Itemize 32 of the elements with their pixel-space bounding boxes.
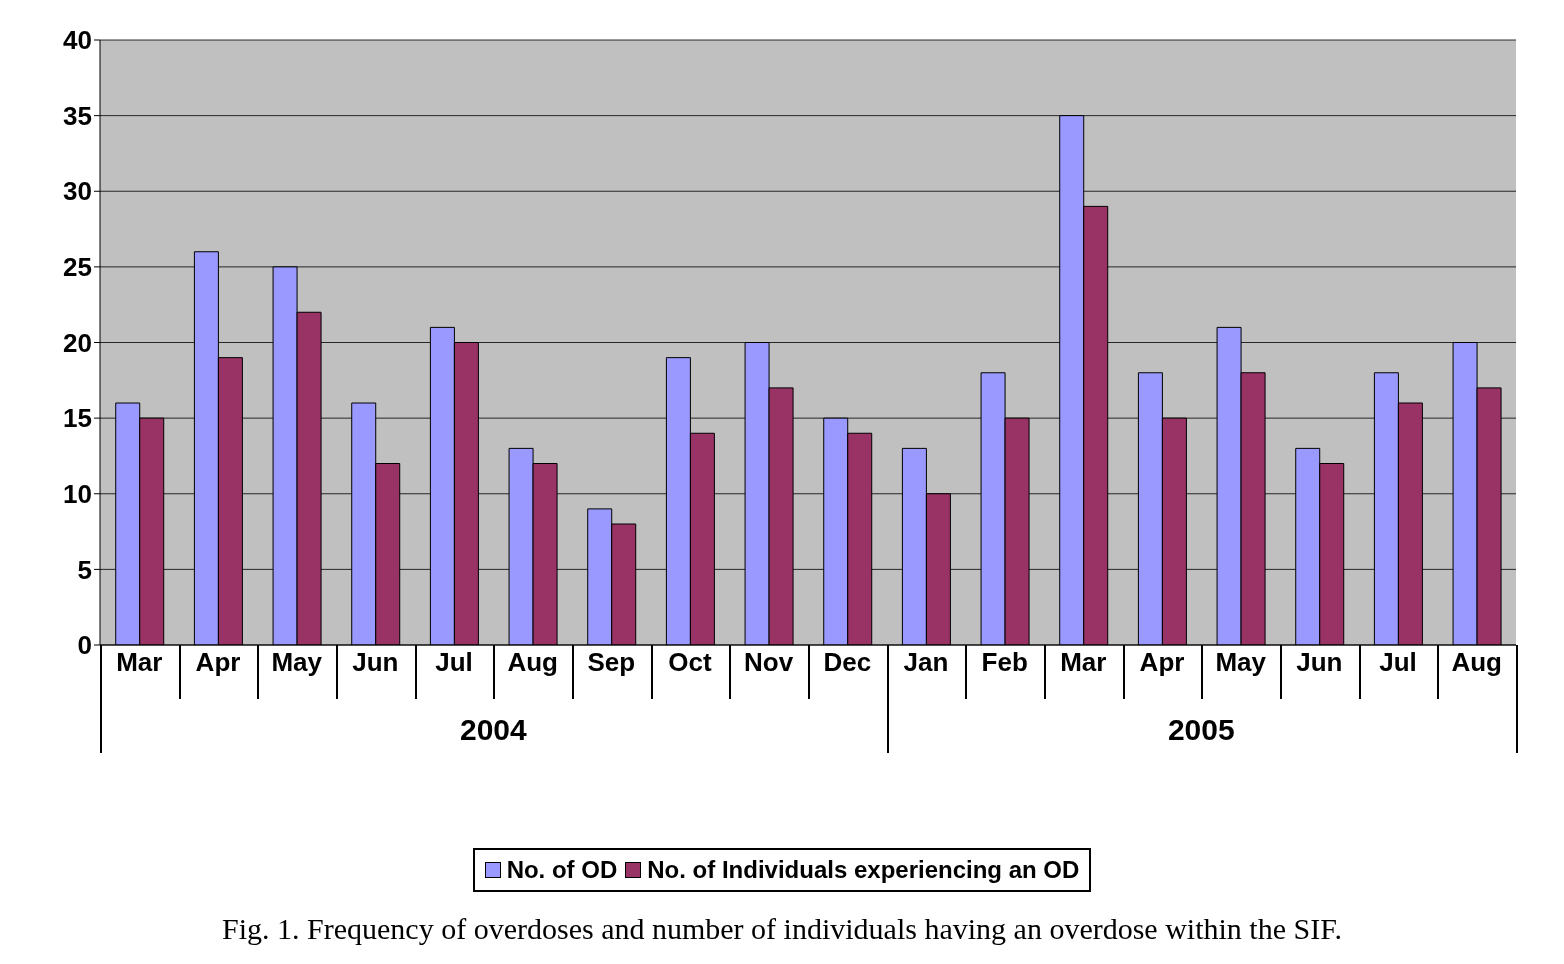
y-tick-label: 15 [63, 403, 92, 434]
text: 2004 [458, 713, 528, 747]
caption: Fig. 1. Frequency of overdoses and number of individuals having an overdose within the SIF. [221, 911, 1343, 947]
y-tick-label: 20 [63, 327, 92, 358]
y-tick-label: 25 [63, 252, 92, 283]
legend-label: No. of OD [505, 856, 618, 884]
y-tick-label: 40 [63, 25, 92, 56]
x-tick-label: Apr [1139, 647, 1185, 678]
y-tick-label: 35 [63, 100, 92, 131]
x-tick-label: May [271, 647, 323, 678]
x-tick-label: Aug [1451, 647, 1502, 678]
x-tick-label: Jan [903, 647, 949, 678]
x-tick-label: Feb [981, 647, 1028, 678]
x-tick-label: Nov [744, 647, 794, 678]
x-tick-label: Jul [435, 647, 473, 678]
y-tick-label: 0 [77, 630, 92, 661]
legend-label: No. of Individuals experiencing an OD [646, 856, 1080, 884]
x-tick-label: Sep [587, 647, 636, 678]
y-tick-label: 30 [63, 176, 92, 207]
x-tick-label: Dec [823, 647, 872, 678]
x-tick-label: May [1215, 647, 1267, 678]
x-tick-label: Jun [352, 647, 399, 678]
x-tick-label: Aug [507, 647, 558, 678]
x-tick-label: Mar [1060, 647, 1107, 678]
x-tick-label: Apr [195, 647, 241, 678]
y-tick-label: 5 [77, 554, 92, 585]
y-tick-label: 10 [63, 478, 92, 509]
text: 2005 [1166, 713, 1236, 747]
x-tick-label: Jun [1296, 647, 1343, 678]
x-tick-label: Jul [1379, 647, 1417, 678]
x-tick-label: Mar [116, 647, 163, 678]
x-tick-label: Oct [668, 647, 713, 678]
